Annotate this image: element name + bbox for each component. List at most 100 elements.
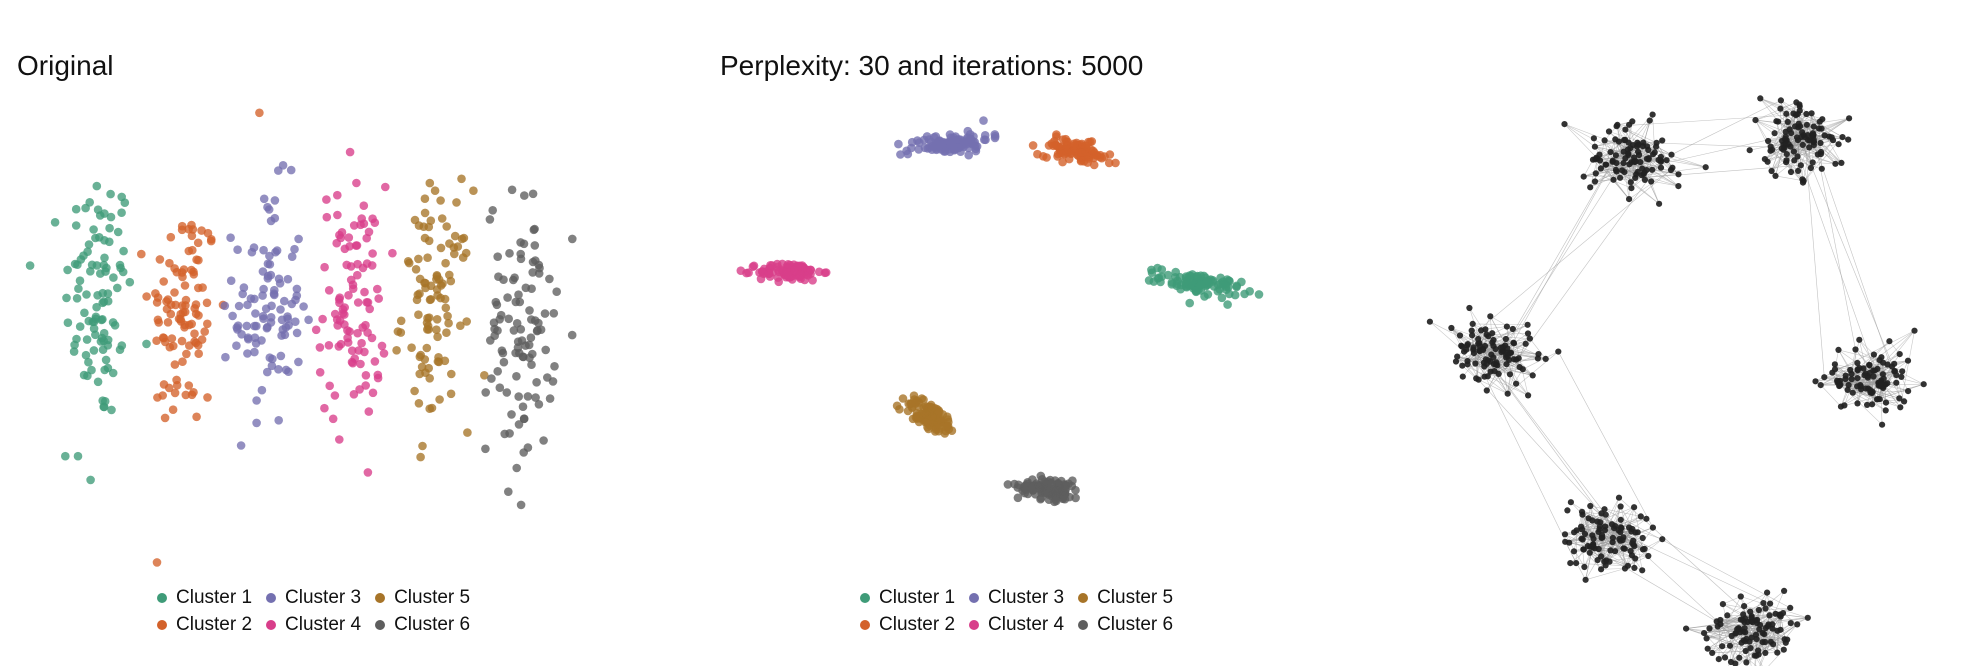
graph-edge: [1760, 98, 1779, 122]
graph-node: [1719, 601, 1726, 608]
data-point-cluster-5: [396, 316, 406, 326]
graph-node: [1803, 110, 1810, 118]
data-point-cluster-4: [344, 233, 354, 242]
graph-node: [1841, 402, 1848, 409]
data-point-cluster-1: [1232, 281, 1241, 291]
graph-edge: [1490, 316, 1531, 339]
data-point-cluster-5: [416, 452, 425, 462]
data-point-cluster-6: [523, 392, 533, 401]
data-point-cluster-2: [191, 300, 201, 309]
data-point-cluster-2: [1064, 154, 1074, 164]
data-point-cluster-1: [1167, 280, 1177, 289]
data-point-cluster-1: [92, 302, 101, 312]
graph-node: [1524, 330, 1532, 337]
data-point-cluster-3: [239, 283, 249, 292]
graph-edge: [1487, 360, 1621, 541]
data-point-cluster-6: [488, 206, 498, 215]
graph-node: [1742, 638, 1749, 645]
data-point-cluster-2: [255, 108, 264, 118]
data-point-cluster-6: [539, 436, 548, 445]
graph-node: [1612, 152, 1619, 159]
data-point-cluster-1: [89, 317, 99, 327]
graph-node: [1470, 346, 1477, 353]
graph-node: [1675, 171, 1682, 178]
legend-item-cluster-1: Cluster 1: [157, 585, 252, 610]
graph-node: [1590, 135, 1597, 142]
data-point-cluster-5: [446, 389, 456, 399]
graph-edge: [1859, 339, 1878, 370]
data-point-cluster-1: [101, 355, 111, 365]
data-point-cluster-4: [333, 190, 342, 200]
graph-node: [1904, 357, 1912, 364]
graph-node: [1701, 630, 1708, 637]
data-point-cluster-2: [167, 334, 177, 343]
data-point-cluster-3: [270, 196, 280, 205]
data-point-cluster-5: [441, 258, 450, 268]
data-point-cluster-1: [100, 253, 109, 263]
legend: Cluster 1 Cluster 3 Cluster 5 Cluster 2 Clus…: [860, 585, 1173, 637]
graph-node: [1810, 138, 1818, 145]
graph-edge: [1671, 100, 1782, 155]
graph-node: [1804, 614, 1811, 621]
graph-edge: [1820, 362, 1858, 386]
legend-key: [860, 592, 870, 603]
graph-node: [1624, 562, 1631, 569]
data-point-cluster-2: [1105, 150, 1115, 159]
graph-node: [1761, 631, 1768, 638]
data-point-cluster-1: [102, 263, 111, 273]
data-point-cluster-2: [194, 349, 203, 359]
graph-node: [1617, 516, 1624, 523]
data-point-cluster-2: [187, 319, 196, 329]
data-point-cluster-2: [159, 333, 169, 343]
graph-edge: [1564, 123, 1598, 159]
graph-edge: [1706, 619, 1743, 639]
graph-node: [1810, 123, 1817, 130]
graph-node: [1726, 642, 1734, 649]
graph-node: [1817, 139, 1824, 147]
data-point-cluster-4: [315, 368, 325, 377]
graph-edge: [1473, 352, 1577, 564]
legend-item-cluster-5: Cluster 5: [375, 585, 470, 610]
graph-edge: [1522, 351, 1559, 370]
graph-node: [1601, 527, 1608, 534]
legend-key: [860, 619, 870, 630]
graph-node: [1597, 165, 1604, 172]
data-point-cluster-2: [163, 318, 173, 327]
data-point-cluster-1: [81, 350, 91, 360]
data-point-cluster-6: [1036, 471, 1046, 481]
graph-node: [1777, 105, 1784, 112]
data-point-cluster-4: [373, 370, 383, 380]
data-point-cluster-6: [510, 273, 519, 283]
graph-edge: [1804, 137, 1825, 378]
data-point-cluster-1: [98, 315, 107, 324]
data-point-cluster-6: [1059, 491, 1069, 501]
graph-node: [1852, 346, 1859, 353]
graph-node: [1641, 545, 1648, 553]
graph-node: [1555, 348, 1562, 355]
data-point-cluster-1: [99, 402, 108, 412]
data-point-cluster-1: [99, 336, 108, 346]
data-point-cluster-4: [335, 435, 344, 444]
data-point-cluster-1: [1185, 298, 1194, 308]
graph-node: [1880, 375, 1887, 382]
graph-node: [1898, 373, 1905, 380]
legend-key: [157, 592, 167, 603]
data-point-cluster-5: [441, 303, 451, 313]
data-point-cluster-6: [1003, 480, 1013, 489]
graph-edge: [1456, 356, 1615, 529]
graph-node: [1809, 159, 1816, 166]
graph-node: [1791, 157, 1798, 164]
graph-node: [1631, 154, 1638, 161]
data-point-cluster-4: [370, 357, 380, 366]
data-point-cluster-2: [1077, 148, 1087, 157]
graph-node: [1603, 557, 1610, 564]
graph-node: [1639, 534, 1646, 542]
graph-node: [1475, 335, 1482, 343]
data-point-cluster-6: [536, 325, 546, 335]
data-point-cluster-4: [356, 359, 365, 369]
data-point-cluster-3: [950, 145, 959, 155]
graph-node: [1844, 386, 1851, 393]
graph-edge: [1564, 123, 1596, 147]
graph-edge: [1646, 169, 1660, 204]
graph-edge: [1780, 100, 1843, 138]
